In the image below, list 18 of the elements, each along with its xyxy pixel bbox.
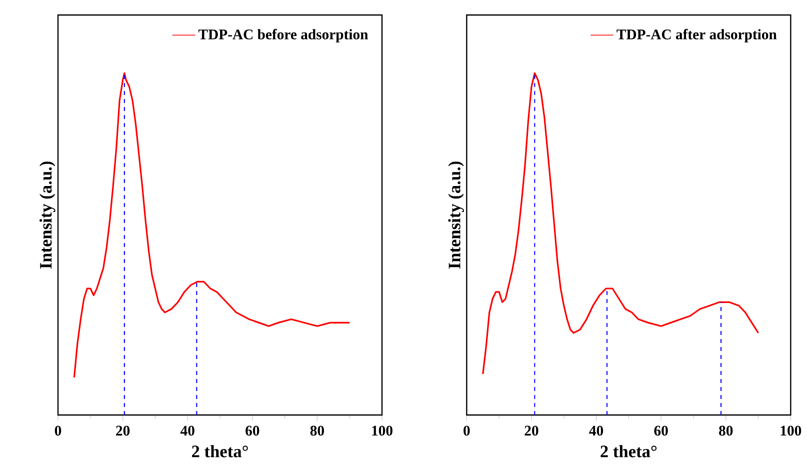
x-tick-label: 0	[54, 426, 62, 436]
legend-label: TDP-AC after adsorption	[616, 28, 777, 42]
x-tick-label: 60	[654, 426, 668, 436]
x-tick-label: 20	[116, 426, 130, 436]
x-tick-label: 100	[372, 426, 392, 436]
x-tick-label: 40	[589, 426, 604, 436]
y-axis-title: Intensity (a.u.)	[448, 162, 464, 269]
x-tick-label: 40	[180, 426, 194, 436]
legend-label: TDP-AC before adsorption	[198, 28, 368, 42]
x-tick-label: 60	[246, 426, 260, 436]
x-tick-label: 20	[524, 426, 538, 436]
y-axis-title: Intensity (a.u.)	[40, 162, 56, 269]
x-tick-label: 80	[310, 426, 324, 436]
x-tick-label: 0	[464, 426, 470, 436]
x-tick-label: 100	[780, 426, 802, 436]
x-axis-title: 2 theta°	[600, 445, 657, 458]
x-axis-title: 2 theta°	[192, 445, 248, 458]
x-tick-label: 80	[719, 426, 733, 436]
